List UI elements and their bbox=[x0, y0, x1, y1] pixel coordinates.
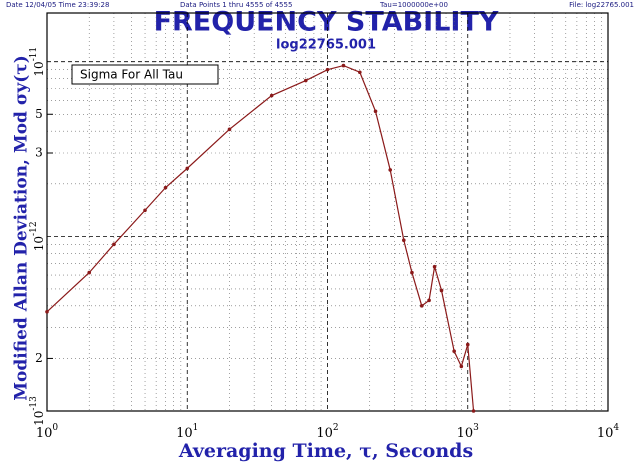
data-point bbox=[358, 70, 362, 75]
y-tick-label: 5 bbox=[35, 107, 43, 121]
data-point bbox=[373, 109, 378, 114]
x-tick-label: 102 bbox=[316, 423, 338, 441]
data-line bbox=[46, 64, 475, 412]
legend-text: Sigma For All Tau bbox=[80, 68, 183, 82]
data-point bbox=[163, 185, 168, 190]
x-tick-label: 101 bbox=[176, 423, 198, 441]
data-point bbox=[325, 67, 330, 72]
y-tick-label: 2 bbox=[35, 351, 43, 365]
y-tick-label: 10-11 bbox=[29, 47, 46, 77]
plot-frame bbox=[46, 12, 609, 412]
x-tick-label: 103 bbox=[457, 423, 480, 441]
data-point bbox=[185, 166, 190, 171]
x-tick-label: 104 bbox=[597, 423, 620, 441]
y-tick-label: 3 bbox=[35, 146, 43, 160]
data-point bbox=[388, 168, 393, 172]
data-point bbox=[439, 288, 444, 293]
data-point bbox=[432, 264, 437, 269]
header-file: File: log22765.001 bbox=[569, 1, 634, 9]
data-point bbox=[269, 93, 274, 98]
data-point bbox=[112, 242, 116, 247]
chart-title: FREQUENCY STABILITY bbox=[154, 7, 499, 38]
data-point bbox=[419, 304, 424, 308]
header-tau: Tau=1000000e+00 bbox=[379, 1, 448, 9]
data-point bbox=[471, 409, 476, 413]
data-point bbox=[427, 298, 431, 303]
x-axis-label: Averaging Time, τ, Seconds bbox=[178, 440, 473, 462]
legend-box bbox=[71, 64, 219, 85]
data-point bbox=[402, 238, 406, 243]
y-tick-label: 10-12 bbox=[29, 221, 46, 251]
data-point bbox=[465, 342, 470, 347]
x-tick-label: 100 bbox=[36, 423, 59, 441]
data-point bbox=[45, 309, 49, 314]
y-axis-label: Modified Allan Deviation, Mod σy(τ) bbox=[12, 55, 32, 401]
header-date: Date 12/04/05 Time 23:39:28 bbox=[6, 1, 109, 9]
header-points: Data Points 1 thru 4555 of 4555 bbox=[180, 1, 292, 9]
data-point bbox=[87, 270, 92, 275]
data-point bbox=[452, 349, 456, 353]
data-point bbox=[341, 63, 346, 68]
y-tick-label: 10-13 bbox=[29, 396, 46, 426]
chart-subtitle: log22765.001 bbox=[276, 38, 376, 53]
data-point bbox=[410, 270, 414, 275]
data-point bbox=[303, 78, 308, 83]
data-point bbox=[459, 364, 464, 369]
data-point bbox=[143, 208, 147, 213]
data-point bbox=[227, 127, 232, 132]
